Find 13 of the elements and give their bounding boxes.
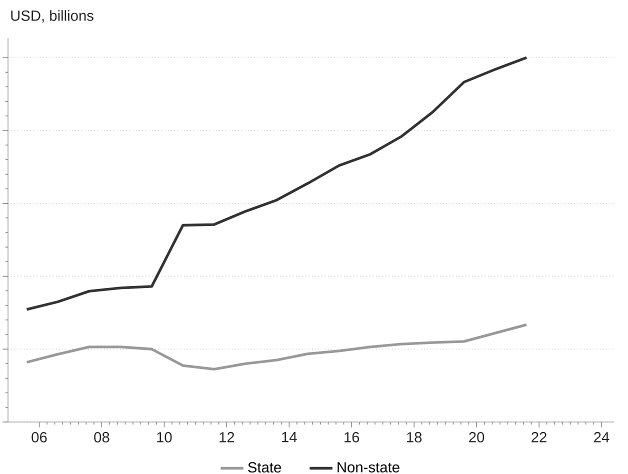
y-axis-title: USD, billions (11, 10, 94, 23)
x-tick-label: 22 (532, 432, 546, 442)
legend-label: State (248, 462, 282, 473)
x-tick-label: 18 (407, 432, 422, 442)
x-tick-label: 20 (469, 432, 484, 442)
x-tick-label: 16 (344, 432, 360, 442)
x-tick-label: 12 (220, 432, 234, 442)
legend-label: Non-state (338, 462, 400, 472)
x-tick-label: 14 (282, 432, 297, 442)
x-tick-label: 06 (32, 432, 47, 442)
x-tick-label: 10 (157, 432, 172, 442)
x-tick-label: 08 (94, 432, 110, 442)
x-tick-label: 24 (594, 432, 610, 442)
